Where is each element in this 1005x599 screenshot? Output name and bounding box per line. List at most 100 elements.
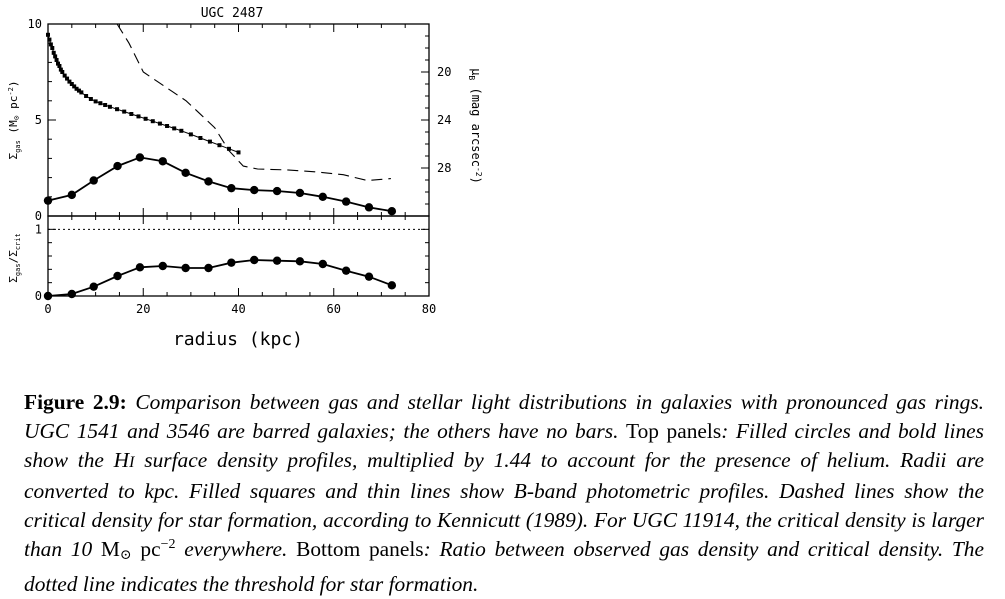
caption-text-5: : Ratio between observed gas density and… [24, 537, 984, 596]
gas-critical-ratio-marker [341, 266, 351, 275]
hi-profile-line [47, 156, 393, 213]
photometric-square-marker [98, 101, 103, 106]
bottom-y-label-slash: /Σ [7, 250, 20, 264]
photometric-square-marker [84, 94, 89, 98]
photometric-square-marker [51, 50, 56, 55]
hi-profile-marker [89, 176, 98, 185]
hi-profile-marker [387, 207, 397, 216]
hi-profile-marker [250, 185, 259, 195]
photometric-square-marker [143, 116, 148, 121]
critical-density-dashed-line [116, 23, 391, 182]
photometric-square-marker [67, 79, 72, 84]
caption-bottom-panels: Bottom panels [296, 537, 424, 561]
top-y-label-exp: -2 [7, 87, 15, 95]
bottom-panel: 0 20 40 60 80 0 1 [35, 215, 436, 316]
right-y-tick-label: 28 [437, 161, 451, 175]
figure-caption: Figure 2.9: Comparison between gas and s… [24, 388, 984, 599]
caption-unit-exp: −2 [160, 536, 176, 552]
bottom-y-label-sym1: Σ [7, 276, 20, 283]
right-y-axis-label: μB (mag arcsec-2) [467, 68, 483, 184]
caption-unit-m: M [100, 537, 120, 561]
hi-profile-marker [341, 197, 351, 206]
bottom-axes: 0 20 40 60 80 0 1 [35, 216, 436, 316]
x-tick-label: 0 [44, 302, 51, 316]
photometric-square-marker [172, 126, 177, 131]
gas-critical-ratio-marker [387, 281, 397, 290]
hi-profile-marker [158, 157, 167, 166]
top-marks [43, 23, 397, 216]
top-axes: 0 5 10 20 24 28 [28, 17, 452, 223]
gas-critical-ratio-marker [67, 289, 77, 299]
hi-profile-marker [204, 177, 213, 186]
photometric-square-marker [136, 114, 141, 119]
gas-critical-ratio-marker [227, 258, 236, 267]
top-y-tick-label: 5 [35, 113, 42, 127]
hi-profile-marker [135, 153, 145, 162]
caption-text-3: surface density profiles, multiplied by … [24, 448, 984, 561]
bottom-marks [43, 228, 429, 301]
top-y-label-sym: Σ [7, 152, 20, 159]
top-y-label-sub: gas [14, 140, 22, 153]
hi-profile-marker [364, 203, 374, 212]
right-y-tick-label: 20 [437, 65, 451, 79]
photometric-square-marker [93, 99, 98, 104]
caption-label: Figure 2.9: [24, 390, 127, 414]
gas-critical-ratio-marker [364, 272, 374, 281]
top-panel-frame [47, 23, 430, 217]
top-y-label-close: ) [7, 81, 20, 88]
photometric-square-marker [165, 124, 170, 128]
x-tick-label: 80 [422, 302, 436, 316]
bottom-y-tick-label: 1 [35, 222, 42, 236]
photometric-square-marker [179, 128, 184, 133]
gas-critical-ratio-marker [318, 259, 327, 269]
photometric-square-marker [115, 107, 120, 112]
photometric-square-marker [236, 150, 241, 155]
right-y-label-exp: -2 [474, 167, 483, 177]
caption-unit-sun: ⊙ [119, 548, 132, 563]
photometric-profile-line [47, 34, 239, 153]
photometric-square-marker [62, 73, 67, 78]
photometric-square-marker [65, 76, 70, 81]
caption-text-4: everywhere. [175, 537, 297, 561]
gas-critical-ratio-marker [204, 263, 213, 273]
photometric-square-marker [88, 97, 93, 101]
hi-profile-marker [318, 192, 327, 201]
caption-text-1: Comparison between gas and stellar light… [24, 390, 984, 443]
hi-profile-marker [227, 183, 236, 193]
photometric-square-marker [50, 46, 55, 50]
photometric-square-marker [54, 58, 59, 62]
photometric-square-marker [129, 112, 134, 116]
gas-critical-ratio-marker [89, 282, 98, 291]
x-tick-label: 40 [231, 302, 245, 316]
photometric-square-marker [198, 136, 203, 140]
x-axis-label: radius (kpc) [173, 329, 303, 350]
bottom-panel-frame [47, 215, 430, 297]
photometric-square-marker [47, 37, 52, 42]
photometric-square-marker [226, 146, 231, 151]
gas-critical-ratio-marker [272, 256, 282, 265]
right-y-label-mu: μ [469, 68, 483, 75]
hi-profile-marker [295, 188, 305, 198]
photometric-square-marker [217, 143, 222, 148]
right-y-label-sub: B [467, 75, 476, 80]
top-y-label-unit2: pc [7, 96, 20, 116]
photometric-square-marker [79, 90, 84, 95]
x-tick-label: 60 [327, 302, 341, 316]
photometric-square-marker [122, 109, 127, 114]
photometric-square-marker [107, 104, 112, 109]
x-tick-label: 20 [136, 302, 150, 316]
hi-profile-marker [272, 186, 282, 196]
gas-critical-ratio-marker [295, 257, 305, 266]
photometric-square-marker [103, 103, 108, 107]
photometric-square-marker [157, 121, 162, 126]
bottom-y-axis-label: Σgas/Σcrit [7, 233, 22, 282]
gas-critical-ratio-marker [250, 255, 259, 265]
photometric-square-marker [53, 54, 58, 59]
hi-profile-marker [43, 196, 53, 205]
gas-critical-ratio-marker [181, 263, 190, 273]
caption-top-panels: Top panels [626, 419, 722, 443]
photometric-square-marker [48, 42, 53, 47]
top-y-label-sun: ⊙ [12, 115, 21, 120]
photometric-square-marker [150, 119, 155, 124]
